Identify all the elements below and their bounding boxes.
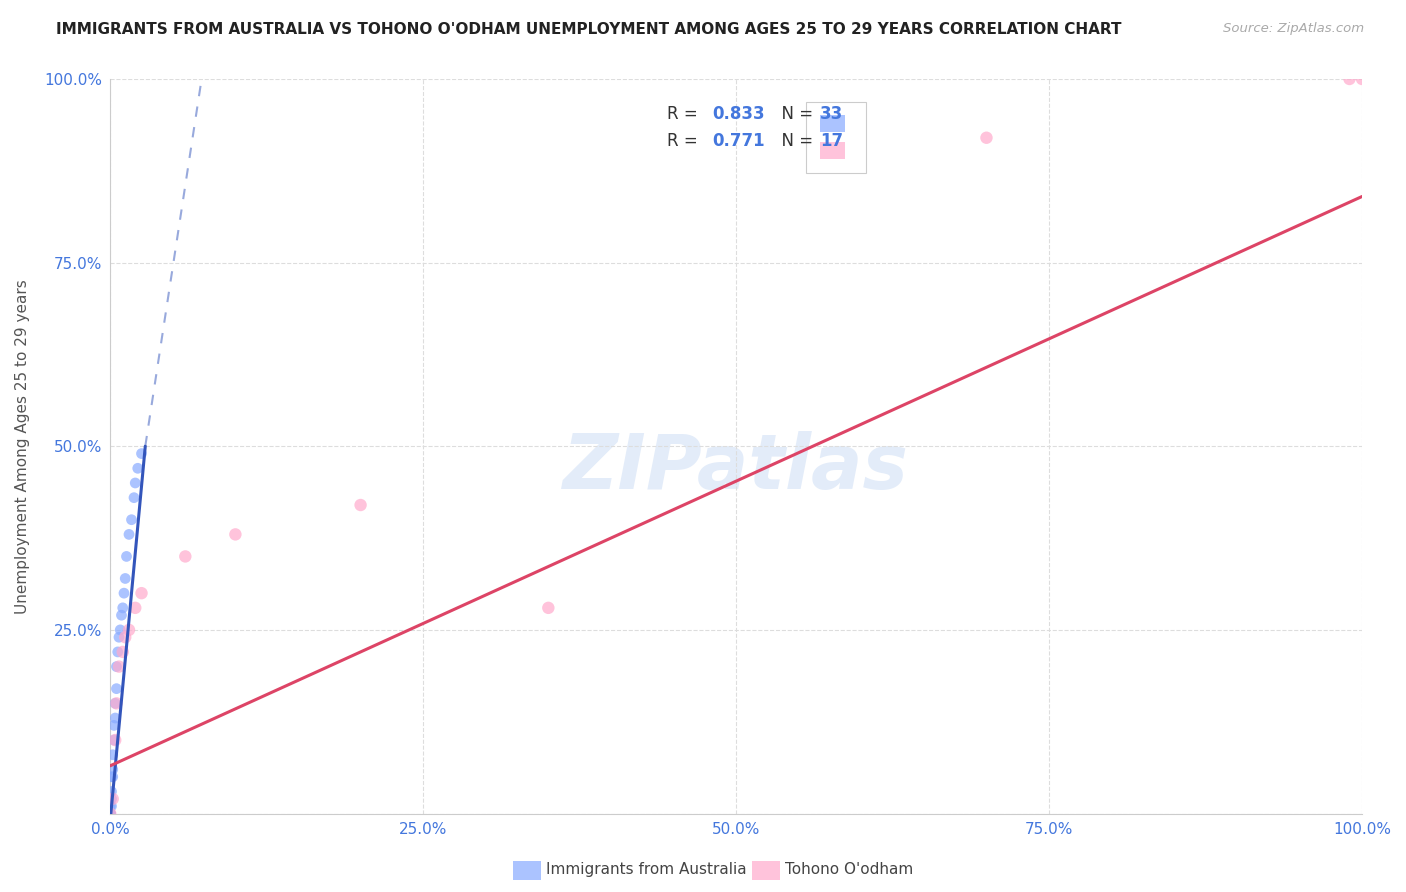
- Point: [110, 608, 132, 623]
- Legend: , : ,: [806, 102, 866, 173]
- Point: [100, 799, 122, 814]
- Text: 17: 17: [820, 132, 844, 150]
- Point: [115, 549, 138, 564]
- Point: [976, 130, 998, 145]
- Point: [224, 527, 246, 541]
- Point: [100, 784, 122, 798]
- Point: [100, 770, 122, 784]
- Point: [114, 630, 136, 644]
- Point: [98, 806, 121, 821]
- Text: 0.833: 0.833: [713, 104, 765, 122]
- Point: [118, 527, 141, 541]
- Text: 0.771: 0.771: [713, 132, 765, 150]
- Point: [101, 763, 124, 777]
- Point: [105, 659, 128, 673]
- Point: [121, 513, 143, 527]
- Point: [131, 447, 153, 461]
- Text: ZIPatlas: ZIPatlas: [564, 432, 910, 505]
- Point: [98, 806, 121, 821]
- Text: Source: ZipAtlas.com: Source: ZipAtlas.com: [1223, 22, 1364, 36]
- Point: [111, 600, 134, 615]
- Point: [127, 461, 149, 475]
- Point: [98, 806, 121, 821]
- Point: [537, 600, 560, 615]
- Text: IMMIGRANTS FROM AUSTRALIA VS TOHONO O'ODHAM UNEMPLOYMENT AMONG AGES 25 TO 29 YEA: IMMIGRANTS FROM AUSTRALIA VS TOHONO O'OD…: [56, 22, 1122, 37]
- Text: N =: N =: [770, 104, 818, 122]
- Text: R =: R =: [668, 104, 703, 122]
- Point: [1351, 72, 1374, 87]
- Point: [103, 733, 125, 747]
- Point: [108, 630, 131, 644]
- Point: [104, 711, 127, 725]
- Text: N =: N =: [770, 132, 818, 150]
- Point: [174, 549, 197, 564]
- Text: 33: 33: [820, 104, 844, 122]
- Point: [98, 806, 121, 821]
- Point: [118, 623, 141, 637]
- Point: [98, 799, 121, 814]
- Point: [105, 697, 128, 711]
- Point: [108, 659, 131, 673]
- Point: [124, 600, 146, 615]
- Point: [100, 792, 122, 806]
- Point: [103, 718, 125, 732]
- Point: [111, 645, 134, 659]
- Point: [1339, 72, 1361, 87]
- Text: R =: R =: [668, 132, 709, 150]
- Text: Immigrants from Australia: Immigrants from Australia: [546, 863, 747, 877]
- Point: [107, 645, 129, 659]
- Point: [349, 498, 371, 512]
- Point: [131, 586, 153, 600]
- Point: [104, 733, 127, 747]
- Point: [105, 681, 128, 696]
- Point: [98, 806, 121, 821]
- Point: [110, 623, 132, 637]
- Point: [101, 747, 124, 762]
- Text: Tohono O'odham: Tohono O'odham: [785, 863, 912, 877]
- Point: [112, 586, 135, 600]
- Point: [98, 806, 121, 821]
- Point: [114, 572, 136, 586]
- Point: [101, 770, 124, 784]
- Point: [101, 792, 124, 806]
- Y-axis label: Unemployment Among Ages 25 to 29 years: Unemployment Among Ages 25 to 29 years: [15, 279, 30, 614]
- Point: [104, 697, 127, 711]
- Point: [122, 491, 145, 505]
- Point: [124, 475, 146, 490]
